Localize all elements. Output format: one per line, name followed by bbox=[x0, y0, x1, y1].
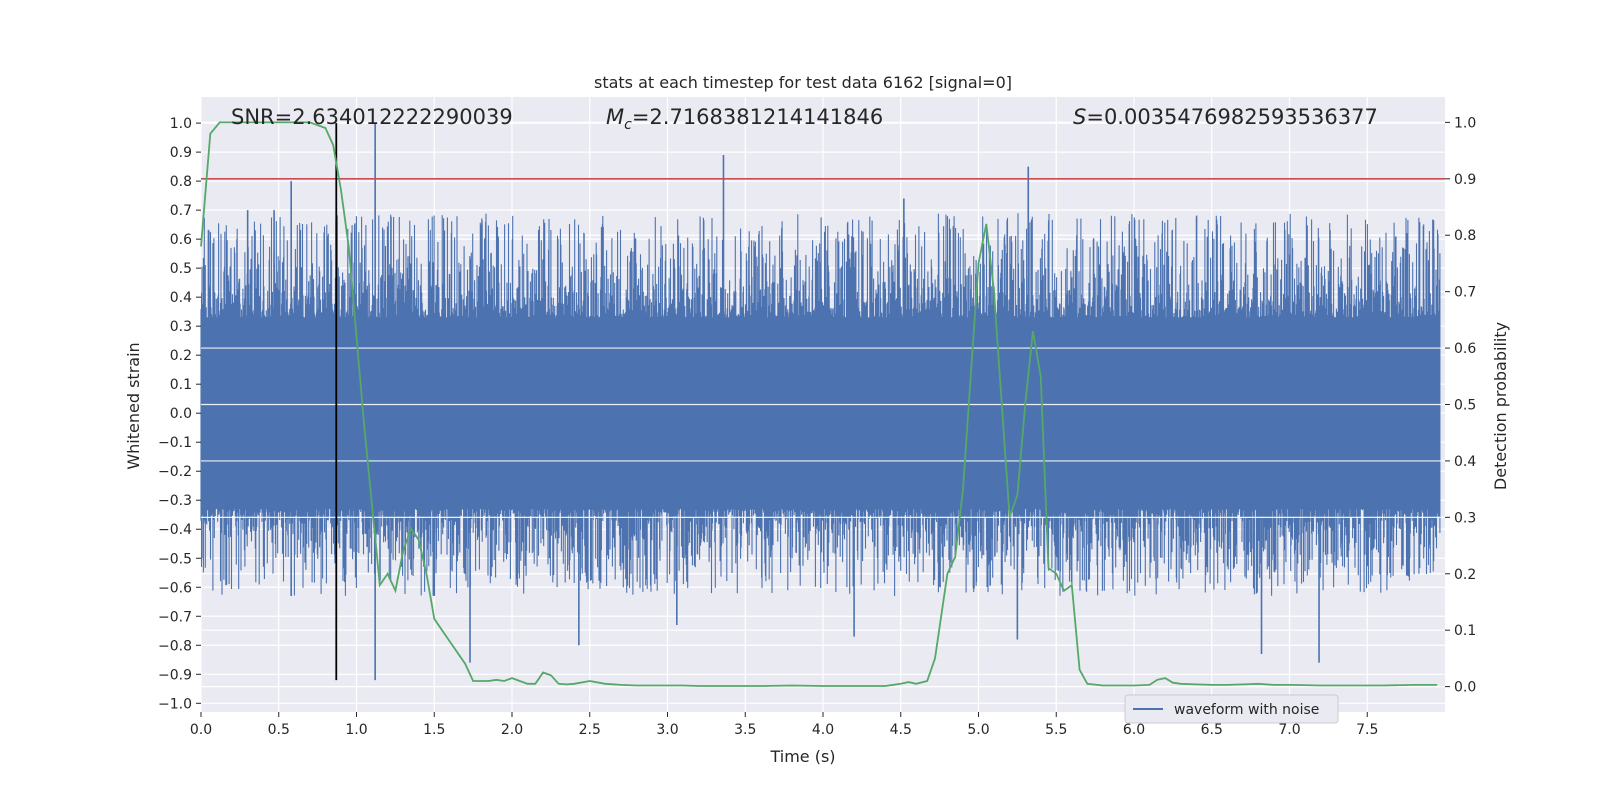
y-right-tick-label: 0.1 bbox=[1454, 623, 1476, 639]
x-tick-label: 0.0 bbox=[190, 722, 212, 738]
s-annotation: S=0.0035476982593536377 bbox=[1073, 105, 1378, 129]
axes: 0.0 0.5 1.0 1.5 2.0 2.5 3.0 3.5 4.0 4.5 5.0 5.5 6.0 6… bbox=[158, 115, 1476, 738]
y-right-tick-label: 0.0 bbox=[1454, 680, 1476, 696]
snr-annotation: SNR=2.634012222290039 bbox=[231, 105, 513, 129]
y-left-tick-label: 0.7 bbox=[170, 203, 192, 219]
chart-title: stats at each timestep for test data 616… bbox=[594, 73, 1012, 92]
y-right-tick-label: 0.6 bbox=[1454, 341, 1476, 357]
x-tick-label: 0.5 bbox=[268, 722, 290, 738]
x-tick-label: 1.0 bbox=[345, 722, 367, 738]
y-left-tick-label: 0.5 bbox=[170, 261, 192, 277]
y-left-tick-label: −1.0 bbox=[158, 696, 192, 712]
mc-annotation: Mc=2.7168381214141846 bbox=[606, 105, 883, 133]
x-tick-label: 7.0 bbox=[1278, 722, 1300, 738]
legend: waveform with noise bbox=[1124, 694, 1339, 724]
y-right-tick-label: 0.4 bbox=[1454, 454, 1476, 470]
y-left-tick-label: 0.3 bbox=[170, 319, 192, 335]
y-left-tick-label: −0.5 bbox=[158, 551, 192, 567]
y-axis-left-label: Whitened strain bbox=[124, 342, 143, 469]
y-right-tick-label: 0.5 bbox=[1454, 398, 1476, 414]
y-left-tick-label: 0.2 bbox=[170, 348, 192, 364]
x-tick-label: 7.5 bbox=[1356, 722, 1378, 738]
legend-box bbox=[1124, 694, 1339, 724]
waveform-series bbox=[200, 123, 1445, 681]
y-right-tick-label: 0.2 bbox=[1454, 567, 1476, 583]
x-tick-label: 4.5 bbox=[890, 722, 912, 738]
y-left-tick-label: −0.8 bbox=[158, 638, 192, 654]
y-left-tick-label: 0.4 bbox=[170, 290, 192, 306]
y-left-tick-label: −0.9 bbox=[158, 667, 192, 683]
x-tick-label: 3.0 bbox=[656, 722, 678, 738]
x-tick-label: 1.5 bbox=[423, 722, 445, 738]
y-left-tick-label: 0.6 bbox=[170, 232, 192, 248]
s-symbol: S bbox=[1073, 105, 1086, 129]
y-left-tick-label: −0.7 bbox=[158, 609, 192, 625]
y-left-tick-label: −0.1 bbox=[158, 435, 192, 451]
x-axis-label: Time (s) bbox=[769, 747, 835, 766]
y-right-tick-label: 0.7 bbox=[1454, 285, 1476, 301]
x-tick-label: 4.0 bbox=[812, 722, 834, 738]
x-tick-label: 2.0 bbox=[501, 722, 523, 738]
x-tick-label: 3.5 bbox=[734, 722, 756, 738]
mc-value: =2.7168381214141846 bbox=[632, 105, 883, 129]
y-left-tick-label: 1.0 bbox=[170, 116, 192, 132]
y-left-tick-label: −0.3 bbox=[158, 493, 192, 509]
y-right-tick-label: 1.0 bbox=[1454, 115, 1476, 131]
x-tick-label: 5.5 bbox=[1045, 722, 1067, 738]
probability-series bbox=[200, 121, 1438, 687]
x-tick-label: 5.0 bbox=[967, 722, 989, 738]
x-tick-label: 6.0 bbox=[1123, 722, 1145, 738]
mc-subscript: c bbox=[624, 117, 632, 133]
y-left-tick-label: 0.0 bbox=[170, 406, 192, 422]
probability-line bbox=[200, 121, 1438, 687]
y-right-tick-label: 0.8 bbox=[1454, 228, 1476, 244]
y-right-tick-label: 0.9 bbox=[1454, 172, 1476, 188]
legend-entry: waveform with noise bbox=[1174, 702, 1319, 718]
y-left-tick-label: 0.9 bbox=[170, 145, 192, 161]
y-left-tick-label: −0.2 bbox=[158, 464, 192, 480]
y-left-tick-label: −0.6 bbox=[158, 580, 192, 596]
y-axis-right-label: Detection probability bbox=[1491, 322, 1510, 490]
y-left-tick-label: 0.1 bbox=[170, 377, 192, 393]
waveform-band bbox=[200, 213, 1441, 596]
y-right-tick-label: 0.3 bbox=[1454, 510, 1476, 526]
x-tick-label: 6.5 bbox=[1201, 722, 1223, 738]
s-value: =0.0035476982593536377 bbox=[1086, 105, 1378, 129]
x-tick-label: 2.5 bbox=[579, 722, 601, 738]
y-left-tick-label: 0.8 bbox=[170, 174, 192, 190]
y-left-tick-label: −0.4 bbox=[158, 522, 192, 538]
mc-symbol: M bbox=[606, 105, 624, 129]
